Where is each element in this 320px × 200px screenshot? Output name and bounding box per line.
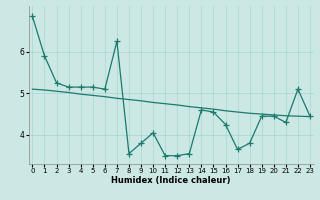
X-axis label: Humidex (Indice chaleur): Humidex (Indice chaleur) (111, 176, 231, 185)
